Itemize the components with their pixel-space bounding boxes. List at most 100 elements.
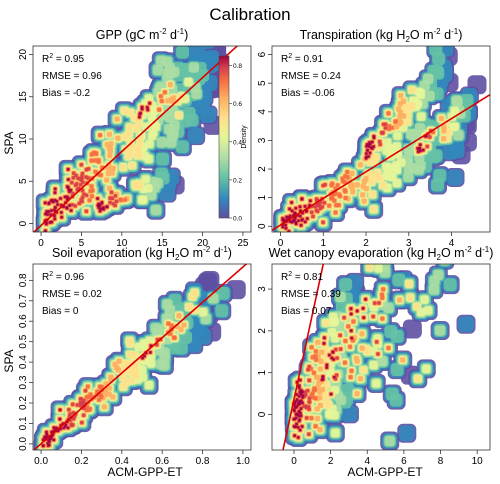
density-point — [424, 90, 435, 101]
density-point — [441, 136, 447, 142]
x-tick-label: 15 — [157, 238, 169, 249]
x-tick-label: 10 — [116, 238, 128, 249]
y-tick-label: 0 — [18, 220, 29, 226]
density-point — [127, 109, 134, 116]
density-point — [50, 220, 53, 224]
density-point — [393, 131, 402, 140]
density-point — [167, 82, 173, 88]
bias-label: Bias = -0.2 — [42, 88, 91, 99]
density-point — [288, 220, 292, 223]
density-point — [125, 153, 132, 160]
density-point — [60, 211, 63, 214]
density-point — [350, 189, 356, 195]
density-point — [284, 223, 287, 227]
density-point — [196, 21, 215, 40]
density-point — [139, 111, 142, 115]
density-point — [367, 155, 370, 158]
density-point — [342, 188, 347, 193]
density-point — [54, 187, 57, 191]
density-point — [166, 137, 177, 148]
density-point — [185, 113, 199, 127]
density-point — [310, 210, 314, 214]
density-point — [297, 219, 300, 222]
density-point — [140, 105, 144, 109]
x-tick-label: 5 — [79, 238, 85, 249]
density-point — [284, 227, 288, 230]
r2-label: R2 = 0.91 — [281, 53, 323, 65]
density-point — [335, 183, 340, 188]
density-point — [176, 46, 190, 59]
density-point — [417, 150, 420, 153]
y-tick-label: 0 — [257, 223, 268, 229]
density-point — [107, 153, 113, 159]
density-point — [441, 128, 447, 134]
density-point — [113, 203, 117, 208]
x-tick-label: 1 — [321, 238, 327, 249]
density-point — [451, 95, 462, 106]
density-point — [80, 172, 85, 176]
density-point — [371, 140, 374, 144]
density-point — [67, 188, 71, 192]
density-point — [79, 198, 83, 202]
density-point — [70, 203, 74, 207]
density-point — [192, 0, 211, 1]
density-point — [421, 148, 425, 152]
density-point — [196, 68, 210, 82]
rmse-label: RMSE = 0.96 — [42, 71, 102, 82]
density-point — [86, 167, 91, 171]
density-point — [121, 107, 128, 115]
density-point — [89, 194, 94, 199]
density-point — [337, 192, 342, 197]
transpiration-panel: Transpiration (kg H2O m-2 d-1)0 1 2 3 401234… — [257, 27, 491, 249]
density-point — [145, 139, 154, 149]
density-point — [294, 207, 298, 210]
density-point — [187, 23, 203, 39]
density-point — [46, 213, 49, 216]
density-point — [44, 244, 47, 247]
density-point — [52, 200, 55, 204]
density-point — [98, 204, 102, 207]
density-point — [80, 196, 85, 200]
density-point — [44, 212, 47, 216]
density-point — [80, 188, 85, 193]
density-point — [175, 140, 189, 154]
density-cloud — [33, 270, 246, 450]
density-point — [48, 201, 51, 205]
panel-title: GPP (gC m-2 d-1) — [96, 27, 189, 42]
density-point — [370, 206, 377, 213]
x-tick-label: 3 — [406, 238, 412, 249]
density-point — [70, 181, 74, 185]
density-point — [148, 102, 151, 105]
density-point — [300, 219, 304, 222]
density-point — [290, 209, 294, 213]
y-tick-label: 10 — [18, 133, 29, 145]
density-point — [417, 112, 426, 121]
density-point — [156, 55, 167, 66]
density-point — [122, 146, 130, 153]
density-point — [157, 107, 162, 112]
density-point — [144, 184, 153, 193]
density-point — [363, 185, 369, 192]
density-point — [370, 146, 373, 150]
density-point — [45, 210, 48, 213]
density-point — [287, 230, 291, 232]
y-tick-label: 2 — [257, 166, 268, 172]
density-point — [418, 146, 421, 150]
density-point — [372, 135, 376, 138]
x-tick-label: 20 — [197, 238, 209, 249]
density-point — [386, 111, 391, 116]
y-tick-label: 15 — [18, 91, 29, 103]
density-point — [408, 101, 416, 109]
density-point — [300, 197, 304, 200]
density-point — [102, 206, 105, 209]
density-point — [53, 208, 56, 212]
density-point — [113, 194, 118, 198]
density-point — [136, 150, 143, 158]
density-point — [370, 158, 378, 165]
density-point — [105, 170, 111, 177]
density-point — [445, 128, 452, 136]
density-point — [136, 182, 144, 190]
density-point — [368, 151, 372, 155]
density-point — [287, 216, 291, 219]
density-point — [368, 141, 371, 144]
